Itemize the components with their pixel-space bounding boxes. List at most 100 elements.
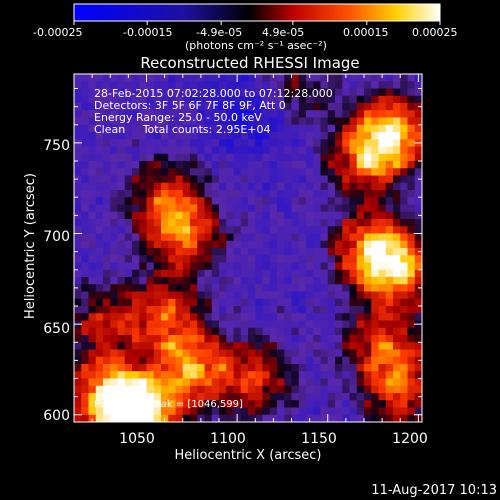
heatmap-cell	[88, 132, 97, 140]
heatmap-cell	[400, 211, 408, 220]
heatmap-cell	[255, 371, 263, 379]
heatmap-cell	[298, 240, 307, 249]
heatmap-cell	[88, 364, 97, 372]
heatmap-cell	[153, 139, 162, 147]
heatmap-cell	[197, 161, 205, 169]
heatmap-cell	[356, 255, 365, 263]
heatmap-cell	[175, 364, 184, 372]
heatmap-cell	[153, 74, 162, 82]
heatmap-cell	[306, 385, 314, 394]
heatmap-cell	[385, 175, 394, 184]
heatmap-cell	[233, 240, 242, 249]
heatmap-cell	[146, 110, 155, 118]
heatmap-cell	[407, 226, 416, 234]
heatmap-cell	[124, 103, 133, 111]
heatmap-cell	[153, 356, 162, 365]
heatmap-cell	[175, 219, 184, 227]
heatmap-cell	[400, 327, 408, 336]
heatmap-cell	[255, 407, 263, 416]
heatmap-cell	[262, 182, 271, 191]
heatmap-cell	[284, 269, 292, 278]
heatmap-cell	[269, 364, 278, 372]
heatmap-cell	[298, 327, 307, 336]
heatmap-cell	[378, 95, 387, 104]
heatmap-cell	[124, 385, 133, 394]
heatmap-cell	[204, 277, 213, 285]
heatmap-cell	[378, 233, 387, 242]
heatmap-cell	[356, 349, 365, 358]
heatmap-cell	[407, 284, 416, 292]
heatmap-cell	[313, 313, 321, 321]
heatmap-cell	[81, 335, 89, 343]
heatmap-cell	[407, 277, 416, 285]
heatmap-cell	[298, 81, 307, 89]
heatmap-cell	[153, 95, 162, 104]
heatmap-cell	[393, 298, 401, 307]
heatmap-cell	[190, 385, 198, 394]
heatmap-cell	[385, 255, 394, 263]
heatmap-cell	[175, 349, 184, 358]
heatmap-cell	[349, 168, 358, 176]
heatmap-cell	[277, 356, 285, 365]
heatmap-cell	[74, 327, 82, 336]
heatmap-cell	[400, 414, 408, 422]
heatmap-cell	[320, 378, 329, 387]
heatmap-cell	[211, 204, 220, 213]
heatmap-cell	[298, 255, 307, 263]
heatmap-cell	[248, 161, 256, 169]
heatmap-cell	[110, 219, 118, 227]
heatmap-cell	[335, 110, 343, 118]
heatmap-cell	[320, 400, 329, 408]
heatmap-cell	[81, 117, 89, 126]
heatmap-cell	[197, 182, 205, 191]
heatmap-cell	[277, 226, 285, 234]
heatmap-cell	[95, 393, 104, 401]
heatmap-cell	[81, 385, 89, 394]
heatmap-cell	[197, 197, 205, 205]
heatmap-cell	[284, 153, 292, 162]
heatmap-cell	[313, 81, 321, 89]
heatmap-cell	[95, 146, 104, 155]
heatmap-cell	[190, 356, 198, 365]
heatmap-cell	[414, 153, 422, 162]
heatmap-cell	[103, 378, 111, 387]
heatmap-cell	[364, 320, 372, 329]
heatmap-cell	[182, 349, 191, 358]
heatmap-cell	[400, 226, 408, 234]
heatmap-cell	[132, 407, 140, 416]
heatmap-cell	[378, 269, 387, 278]
heatmap-cell	[248, 313, 256, 321]
heatmap-cell	[175, 103, 184, 111]
heatmap-cell	[95, 342, 104, 350]
heatmap-cell	[407, 81, 416, 89]
heatmap-cell	[306, 407, 314, 416]
heatmap-cell	[400, 175, 408, 184]
heatmap-cell	[190, 132, 198, 140]
heatmap-cell	[197, 190, 205, 198]
heatmap-cell	[269, 400, 278, 408]
heatmap-cell	[255, 168, 263, 176]
heatmap-cell	[248, 393, 256, 401]
heatmap-cell	[414, 327, 422, 336]
heatmap-cell	[190, 197, 198, 205]
heatmap-cell	[81, 132, 89, 140]
heatmap-cell	[95, 204, 104, 213]
heatmap-cell	[240, 327, 249, 336]
heatmap-cell	[385, 320, 394, 329]
heatmap-cell	[327, 182, 336, 191]
heatmap-cell	[349, 255, 358, 263]
heatmap-cell	[233, 88, 242, 97]
heatmap-cell	[284, 248, 292, 256]
heatmap-cell	[146, 248, 155, 256]
heatmap-cell	[385, 117, 394, 126]
heatmap-cell	[378, 320, 387, 329]
heatmap-cell	[233, 204, 242, 213]
heatmap-cell	[400, 349, 408, 358]
heatmap-cell	[313, 364, 321, 372]
heatmap-cell	[197, 306, 205, 314]
heatmap-cell	[349, 132, 358, 140]
heatmap-cell	[190, 255, 198, 263]
heatmap-cell	[342, 320, 350, 329]
heatmap-cell	[364, 284, 372, 292]
heatmap-cell	[313, 262, 321, 271]
